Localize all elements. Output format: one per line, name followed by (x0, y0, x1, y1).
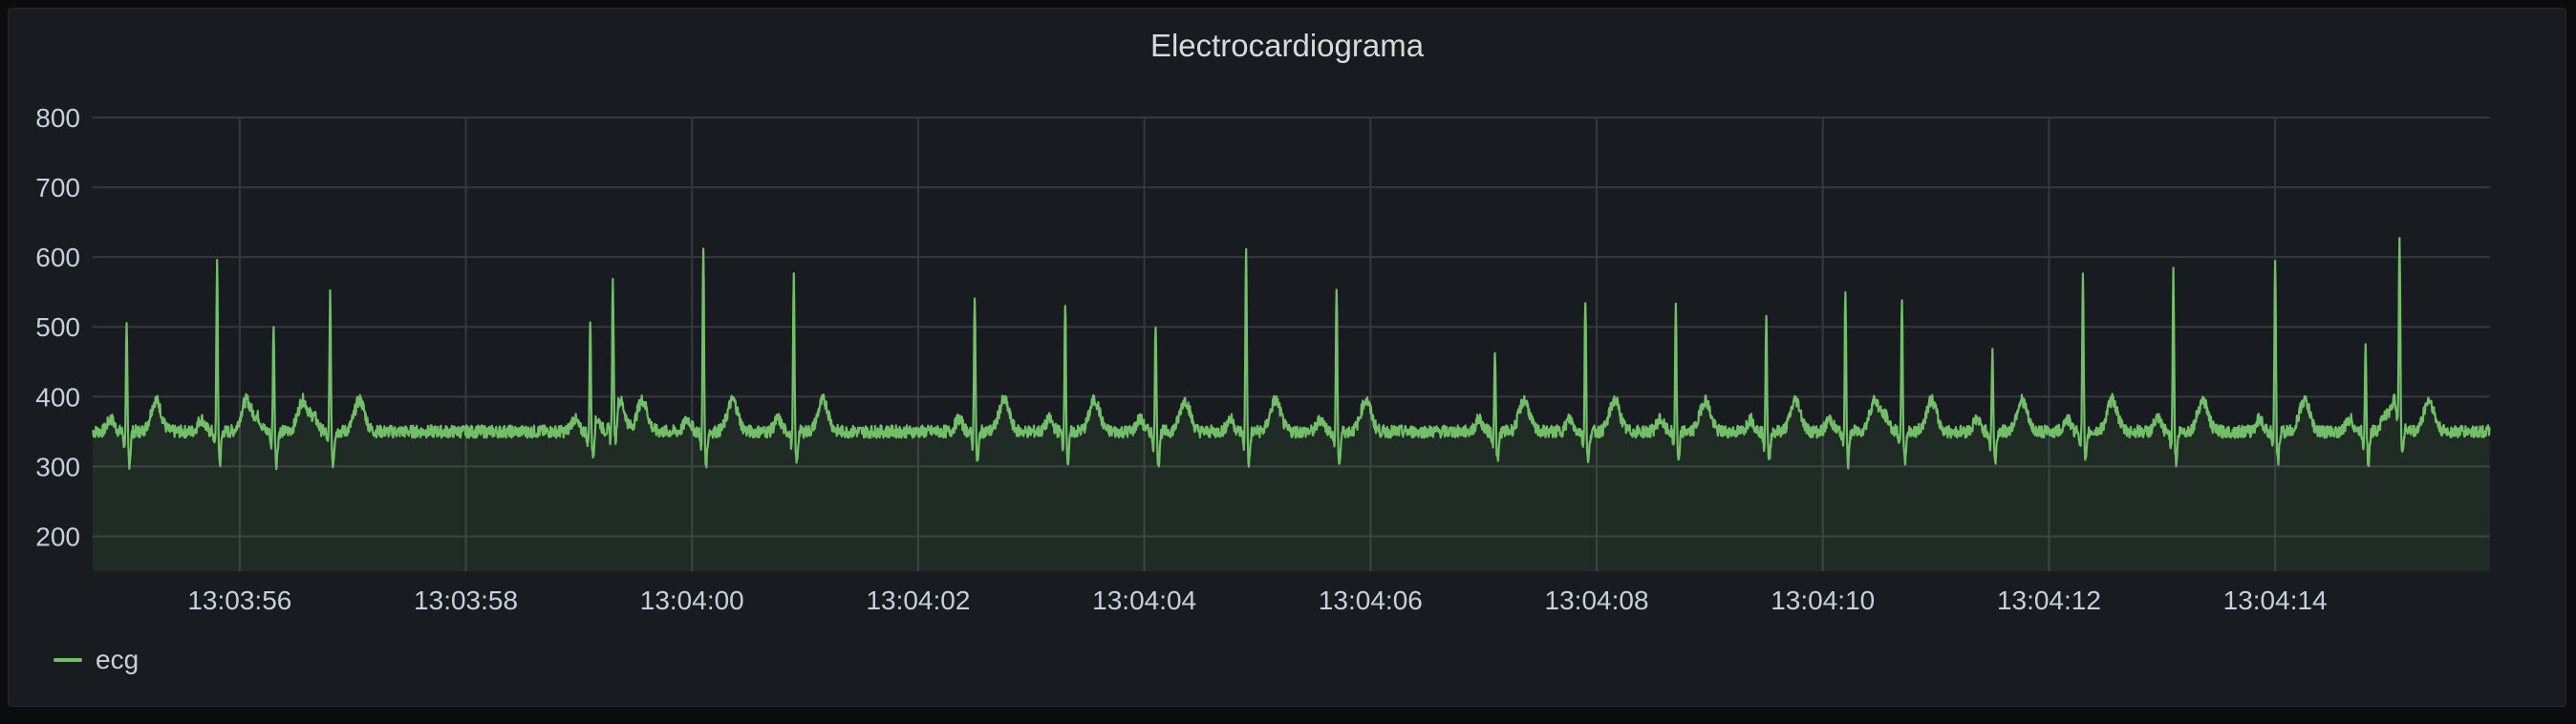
y-tick-label: 200 (35, 522, 80, 551)
y-tick-label: 600 (35, 243, 80, 272)
series-line-ecg (92, 237, 2491, 471)
panel-title: Electrocardiograma (1149, 28, 1425, 63)
series-area-ecg (93, 238, 2490, 571)
x-tick-label: 13:04:02 (866, 586, 970, 615)
chart-panel: Electrocardiograma (8, 8, 2566, 707)
x-tick-label: 13:04:04 (1092, 586, 1196, 615)
x-tick-label: 13:04:00 (640, 586, 744, 615)
x-tick-label: 13:03:56 (187, 586, 291, 615)
legend[interactable]: ecg (54, 645, 139, 675)
x-tick-label: 13:03:58 (414, 586, 518, 615)
y-tick-label: 300 (35, 452, 80, 481)
legend-label-ecg: ecg (96, 645, 140, 674)
y-tick-label: 800 (35, 103, 80, 133)
y-tick-label: 700 (35, 173, 80, 202)
x-tick-label: 13:04:06 (1319, 586, 1423, 615)
x-tick-label: 13:04:14 (2223, 586, 2328, 615)
legend-swatch (54, 658, 82, 662)
y-tick-label: 500 (35, 312, 80, 342)
x-tick-label: 13:04:12 (1997, 586, 2101, 615)
y-tick-label: 400 (35, 382, 80, 412)
x-tick-label: 13:04:08 (1545, 586, 1649, 615)
x-tick-label: 13:04:10 (1771, 586, 1875, 615)
